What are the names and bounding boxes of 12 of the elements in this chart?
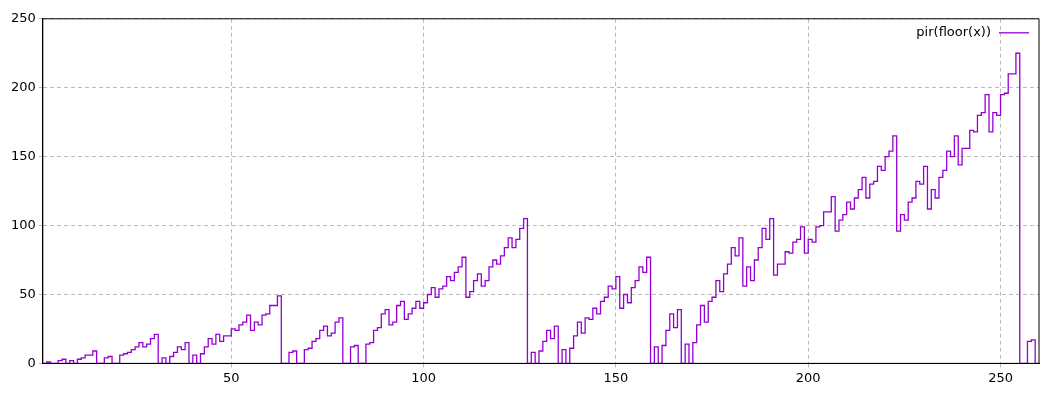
y-tick-label: 200 xyxy=(10,79,36,95)
y-tick-label: 150 xyxy=(10,148,36,164)
y-tick-label: 50 xyxy=(19,285,36,301)
x-tick-label: 100 xyxy=(411,369,437,385)
x-tick-label: 200 xyxy=(795,369,821,385)
y-tick-label: 250 xyxy=(10,10,36,26)
x-tick-label: 50 xyxy=(223,369,240,385)
x-tick-label: 150 xyxy=(603,369,629,385)
y-tick-label: 100 xyxy=(10,216,36,232)
y-tick-label: 0 xyxy=(27,354,36,370)
legend-label: pir(floor(x)) xyxy=(916,24,991,40)
x-tick-label: 250 xyxy=(988,369,1013,385)
